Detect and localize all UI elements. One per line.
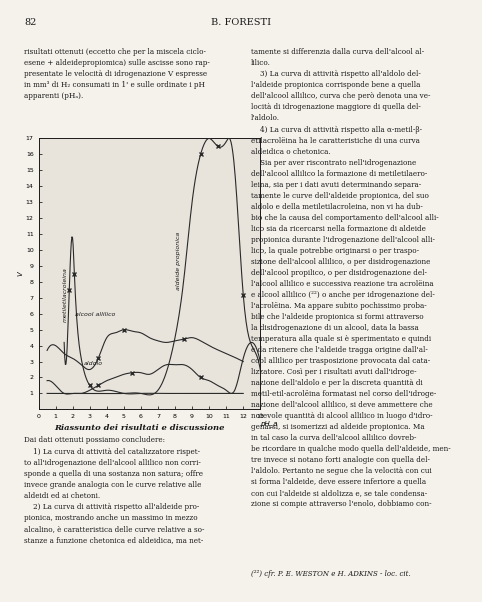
Text: aldeide propionica: aldeide propionica <box>176 232 181 290</box>
Text: Riassunto dei risultati e discussione: Riassunto dei risultati e discussione <box>54 424 225 432</box>
Text: risultati ottenuti (eccetto che per la miscela ciclo-
esene + aldeidepropiomica): risultati ottenuti (eccetto che per la m… <box>24 48 210 101</box>
Text: aldolo: aldolo <box>83 361 103 367</box>
X-axis label: pH_a: pH_a <box>260 420 278 427</box>
Text: metiletilacroleina: metiletilacroleina <box>63 267 67 321</box>
Text: alcool allilico: alcool allilico <box>75 312 115 317</box>
Y-axis label: V: V <box>17 272 23 276</box>
Text: tamente si differenzia dalla curva dell'alcool al-
lilico.
    3) La curva di at: tamente si differenzia dalla curva dell'… <box>251 48 450 508</box>
Text: 82: 82 <box>24 18 37 27</box>
Text: (²²) cfr. P. E. WESTON e H. ADKINS - loc. cit.: (²²) cfr. P. E. WESTON e H. ADKINS - loc… <box>251 570 410 578</box>
Text: Dai dati ottenuti possiamo concludere:
    1) La curva di attività del catalizza: Dai dati ottenuti possiamo concludere: 1… <box>24 436 204 544</box>
Text: B. FORESTI: B. FORESTI <box>211 18 271 27</box>
